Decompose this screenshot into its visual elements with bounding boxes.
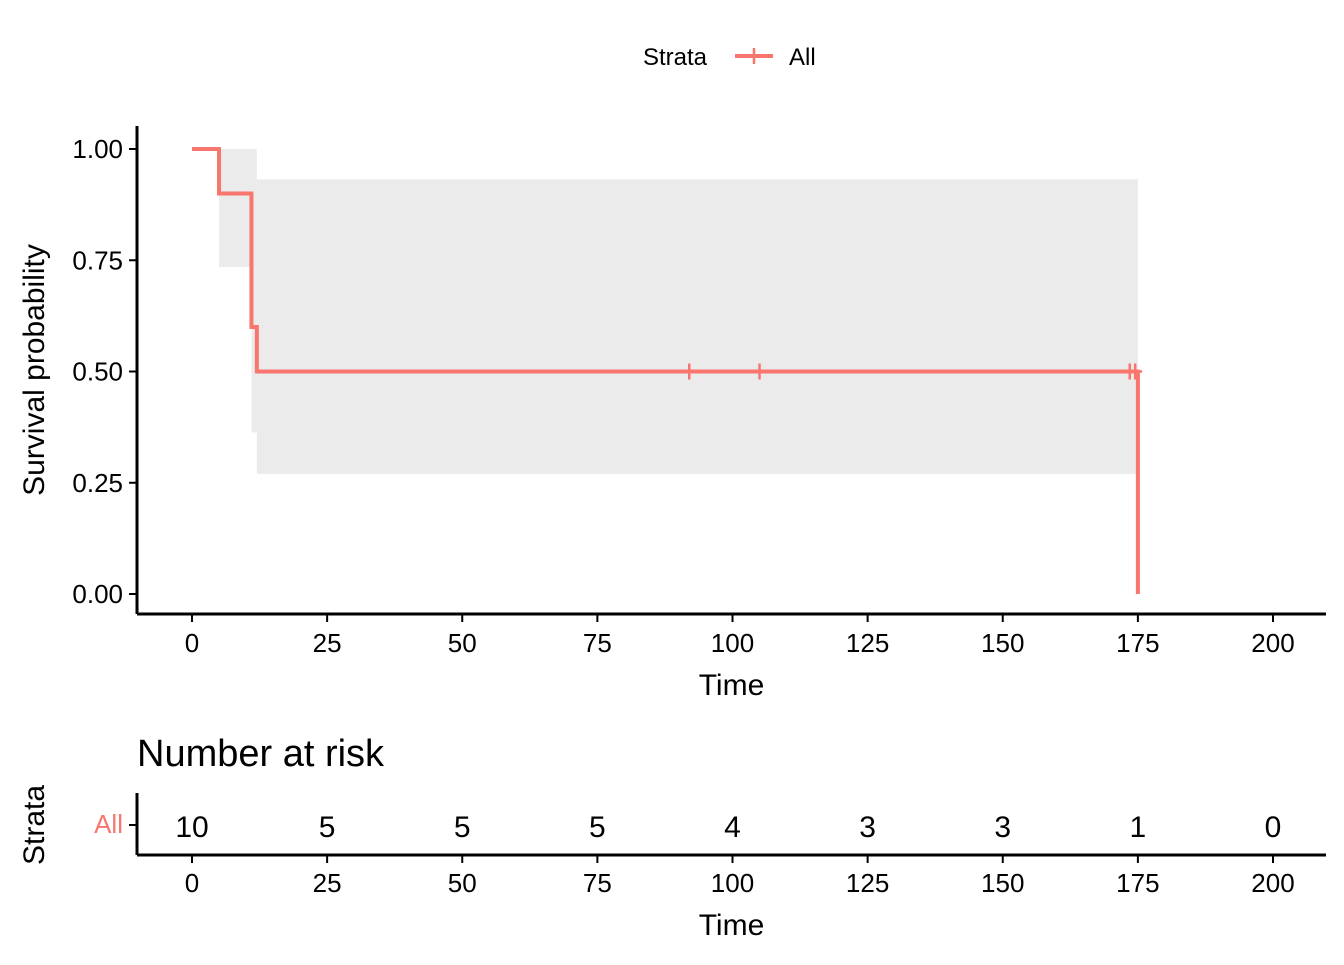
risk-x-tick-label: 25 [313,868,342,898]
x-tick-label: 100 [711,628,754,658]
y-tick-label: 0.25 [72,468,123,498]
y-axis-title: Survival probability [18,244,51,496]
risk-value: 1 [1130,811,1147,844]
risk-x-tick-label: 100 [711,868,754,898]
x-tick-label: 150 [981,628,1024,658]
x-tick-label: 0 [185,628,199,658]
risk-value: 5 [589,811,606,844]
x-tick-label: 125 [846,628,889,658]
risk-x-tick-label: 0 [185,868,199,898]
survival-curve-all [192,147,1140,594]
confidence-band [219,149,1138,474]
risk-value: 5 [319,811,336,844]
x-axis-title: Time [699,669,765,702]
risk-x-axis-title: Time [699,909,765,942]
legend-title: Strata [643,44,708,71]
risk-value: 0 [1265,811,1282,844]
legend-entry-all: All [789,44,816,71]
x-tick-label: 25 [313,628,342,658]
risk-x-tick-label: 175 [1116,868,1159,898]
x-tick-label: 175 [1116,628,1159,658]
risk-value: 4 [724,811,741,844]
censor-mark [752,363,767,380]
y-tick-label: 0.00 [72,579,123,609]
risk-x-tick-label: 75 [583,868,612,898]
legend: Strata All [643,44,816,71]
confidence-band-segment [251,149,257,433]
x-tick-label: 75 [583,628,612,658]
risk-y-axis-title: Strata [18,785,51,865]
confidence-band-segment [219,149,252,267]
risk-value: 10 [175,811,208,844]
x-tick-label: 50 [448,628,477,658]
risk-value: 3 [994,811,1011,844]
risk-value: 5 [454,811,471,844]
confidence-band-segment [256,179,1138,474]
censor-mark [1128,363,1143,380]
risk-x-tick-label: 125 [846,868,889,898]
risk-x-tick-label: 200 [1251,868,1294,898]
risk-x-tick-label: 50 [448,868,477,898]
y-tick-label: 0.75 [72,245,123,275]
y-tick-label: 1.00 [72,134,123,164]
y-tick-label: 0.50 [72,357,123,387]
risk-x-tick-label: 150 [981,868,1024,898]
censor-mark [682,363,697,380]
risk-row-label-all: All [94,809,123,839]
risk-value: 3 [859,811,876,844]
x-tick-label: 200 [1251,628,1294,658]
risk-table-title: Number at risk [137,733,385,775]
